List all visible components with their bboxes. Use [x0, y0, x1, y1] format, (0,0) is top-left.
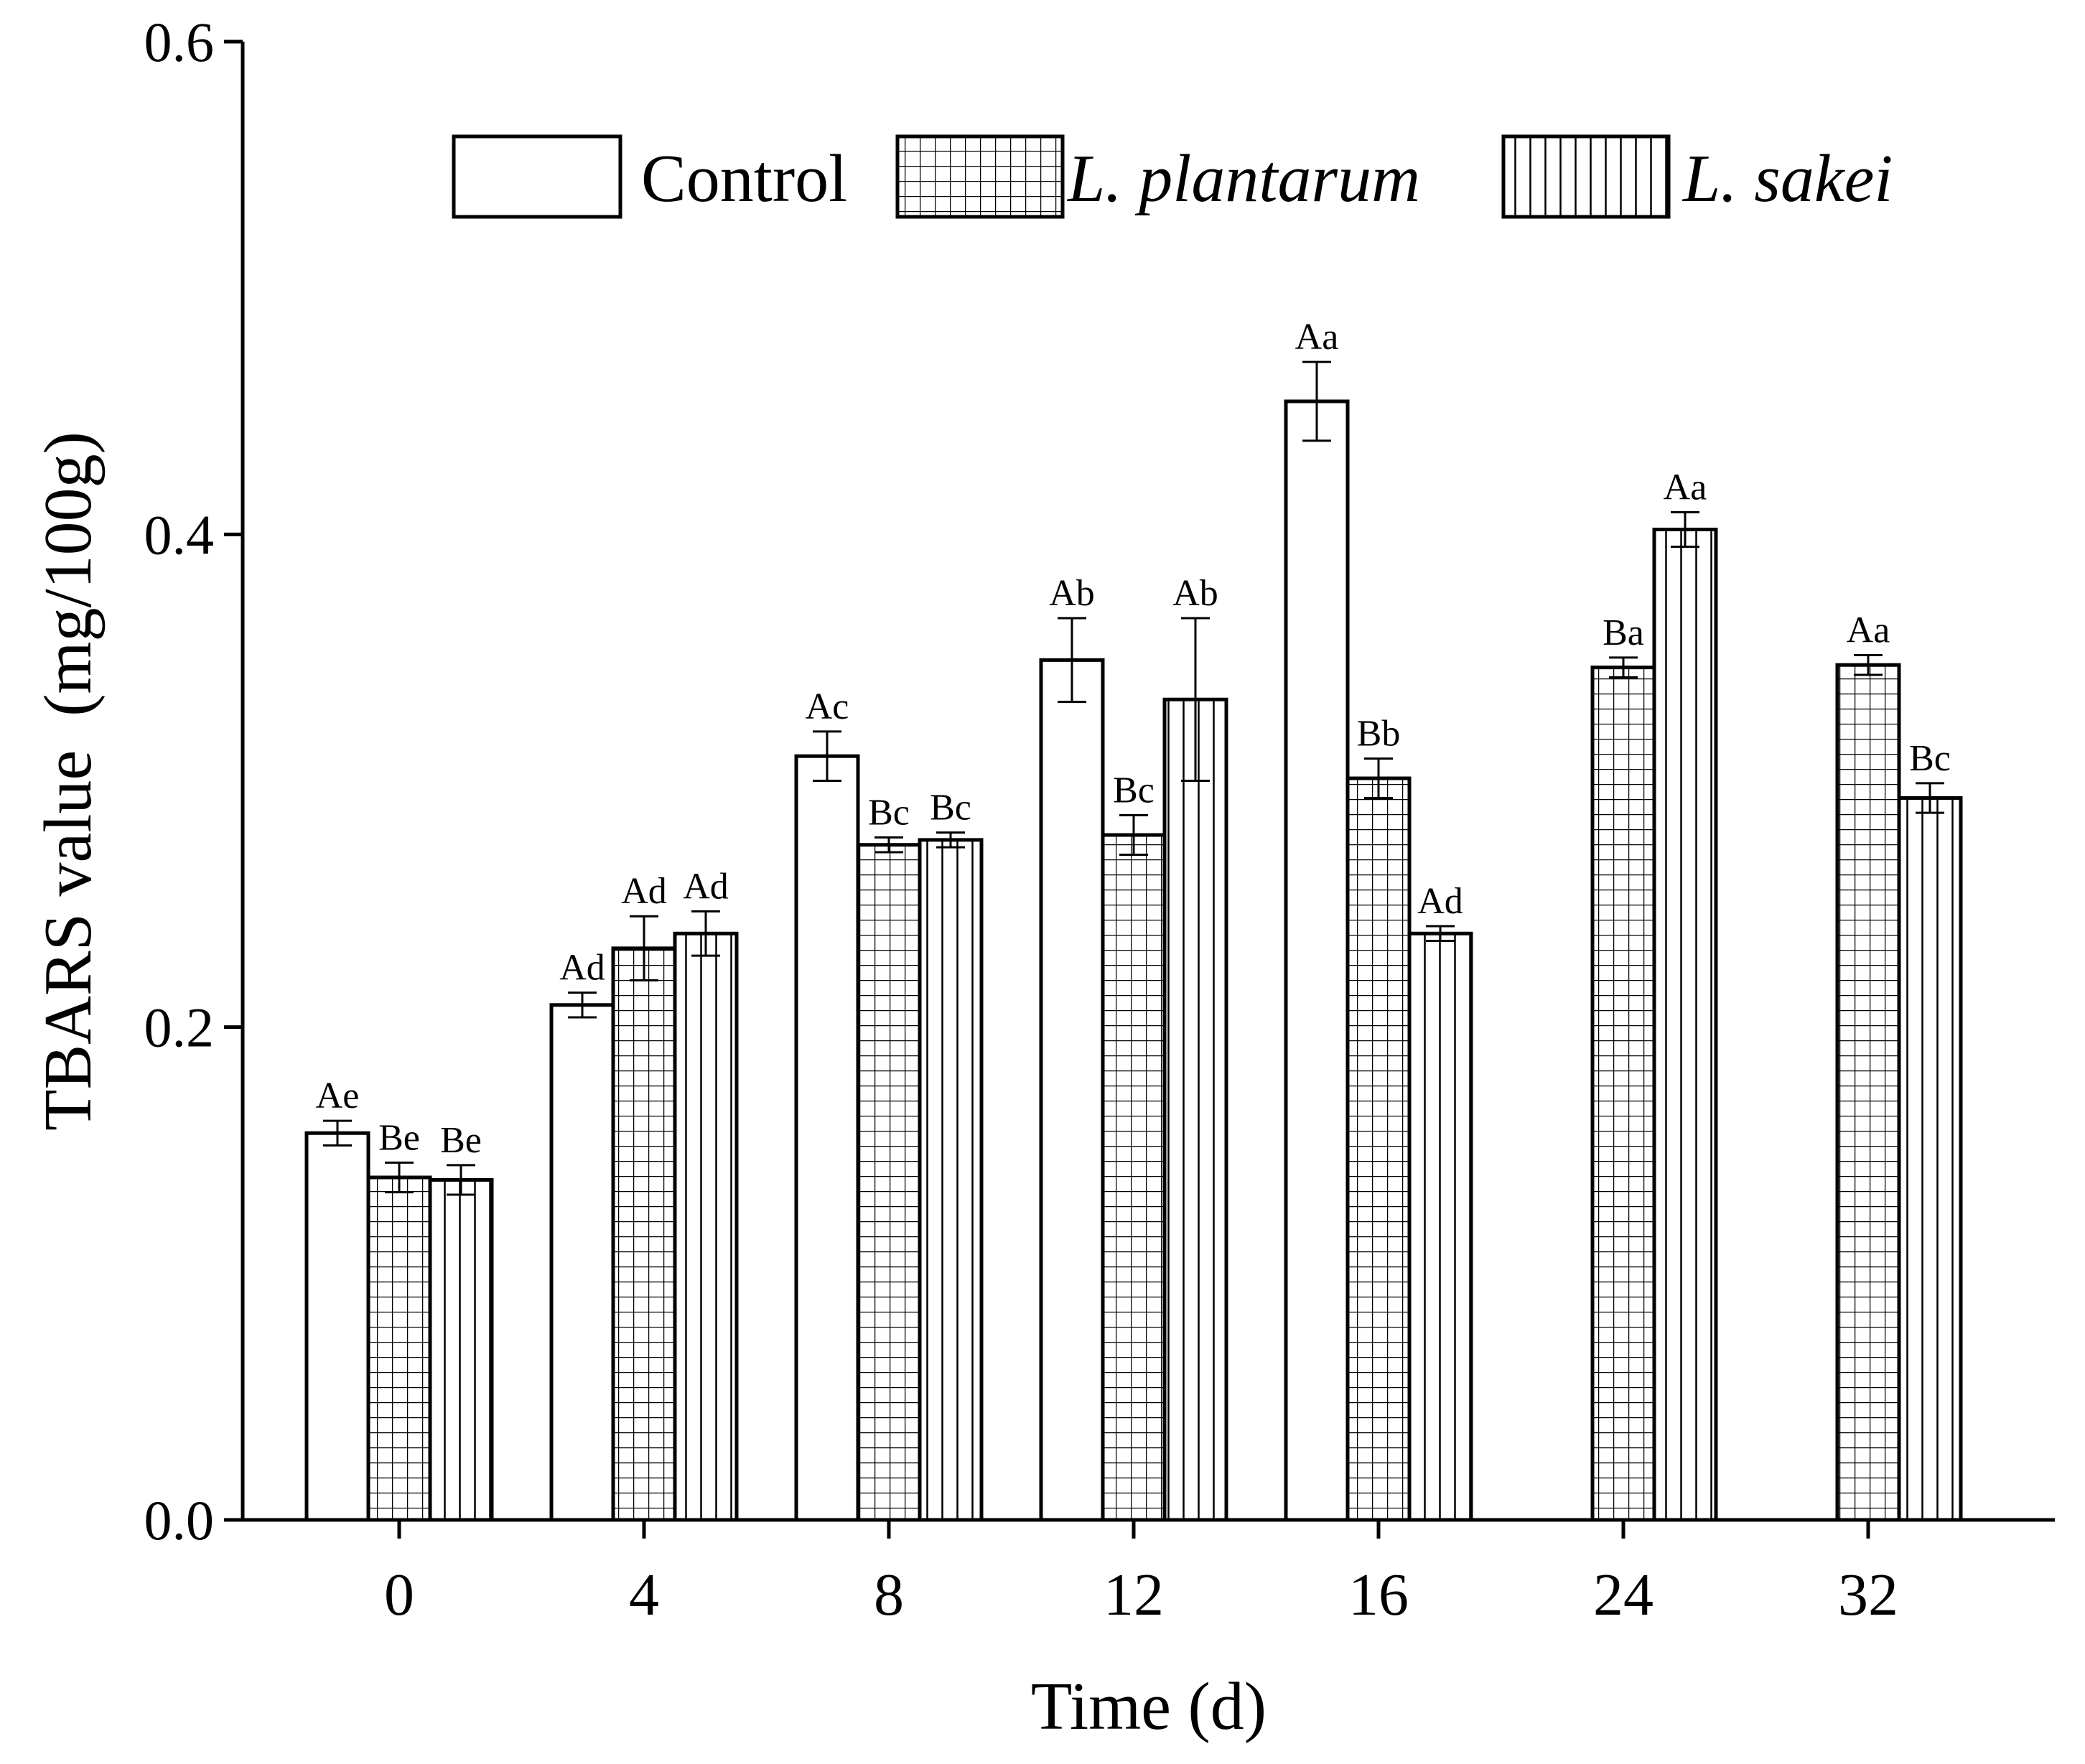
x-tick-label: 4 [629, 1562, 659, 1628]
bar-l-sakei-day-0 [428, 1177, 494, 1522]
legend-label-l-sakei: L. sakei [1681, 141, 1893, 216]
significance-label: Ab [1049, 573, 1095, 614]
y-tick-label: 0.6 [144, 11, 215, 73]
x-tick-label: 16 [1348, 1562, 1409, 1628]
legend-swatch-l-plantarum [895, 134, 1065, 219]
y-axis-title: TBARS value (mg/100g) [31, 431, 106, 1131]
significance-label: Ba [1603, 612, 1644, 653]
significance-label: Ad [559, 948, 605, 989]
x-tick-label: 32 [1838, 1562, 1898, 1628]
significance-label: Ae [316, 1075, 360, 1116]
significance-label: Bb [1357, 714, 1401, 755]
bar-control-day-4 [549, 1003, 615, 1522]
bar-l-plantarum-day-16 [1345, 776, 1412, 1522]
bar-l-plantarum-day-24 [1590, 666, 1656, 1522]
bar-control-day-12 [1039, 658, 1105, 1522]
x-axis-ticks: 0 4 8 12 16 24 32 [384, 1520, 1898, 1628]
legend-swatch-control [452, 134, 622, 219]
bar-l-sakei-day-24 [1652, 527, 1718, 1522]
legend: Control L. plantarum L. sakei [452, 134, 1893, 219]
bar-l-sakei-day-12 [1162, 697, 1228, 1522]
significance-label: Aa [1664, 467, 1707, 508]
significance-label: Aa [1847, 610, 1890, 650]
significance-label: Be [440, 1120, 482, 1161]
x-tick-label: 24 [1593, 1562, 1653, 1628]
significance-label: Ad [1417, 881, 1463, 922]
legend-label-l-plantarum: L. plantarum [1066, 141, 1420, 216]
bar-l-plantarum-day-32 [1835, 663, 1901, 1522]
significance-label: Aa [1295, 317, 1339, 358]
significance-label: Bc [868, 792, 910, 833]
bar-control-day-8 [794, 754, 860, 1522]
bar-series: Ae Ad Ac Ab Aa Be Ad Bc Bc Bb Ba Aa Be Ad Bc Ab Ad Aa Bc [304, 317, 1963, 1522]
significance-label: Ad [621, 871, 667, 912]
y-tick-label: 0.0 [144, 1489, 215, 1551]
x-tick-label: 0 [384, 1562, 414, 1628]
significance-label: Be [378, 1117, 420, 1158]
y-tick-label: 0.2 [144, 997, 215, 1059]
significance-label: Bc [1909, 738, 1951, 779]
significance-label: Ad [683, 866, 729, 907]
x-tick-label: 8 [874, 1562, 904, 1628]
bar-control-day-16 [1284, 399, 1350, 1522]
significance-label: Ab [1172, 573, 1218, 614]
bar-l-plantarum-day-4 [611, 946, 677, 1522]
bar-control-day-0 [304, 1131, 370, 1522]
significance-label: Bc [930, 788, 971, 829]
significance-label: Bc [1113, 770, 1155, 811]
bar-l-sakei-day-16 [1407, 931, 1473, 1522]
y-tick-label: 0.4 [144, 503, 215, 566]
significance-label: Ac [806, 686, 849, 727]
x-axis-title: Time (d) [1031, 1669, 1267, 1744]
bar-l-sakei-day-32 [1897, 796, 1963, 1522]
y-axis-ticks: 0.0 0.2 0.4 0.6 [144, 11, 243, 1551]
bar-l-sakei-day-8 [918, 838, 984, 1522]
bar-l-plantarum-day-8 [856, 843, 922, 1522]
x-tick-label: 12 [1104, 1562, 1164, 1628]
legend-label-control: Control [641, 141, 847, 216]
bar-l-sakei-day-4 [673, 931, 739, 1522]
bar-l-plantarum-day-12 [1101, 833, 1167, 1522]
legend-swatch-l-sakei [1501, 134, 1671, 219]
bar-l-plantarum-day-0 [366, 1175, 432, 1522]
